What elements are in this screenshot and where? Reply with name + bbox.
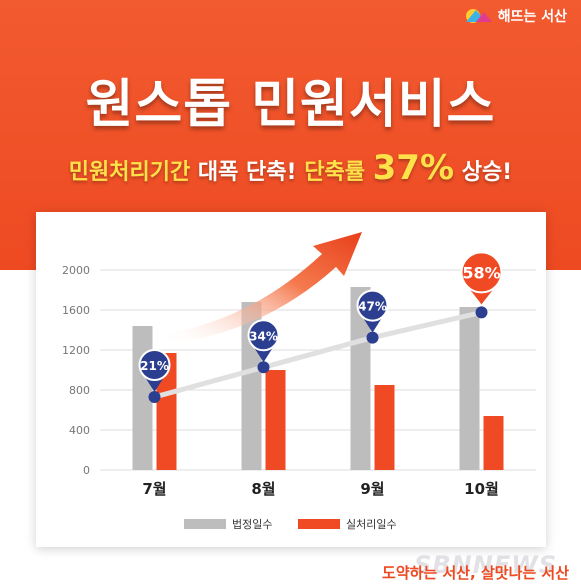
rate-pin xyxy=(247,319,280,352)
subtitle-rate: 37% xyxy=(372,148,455,188)
legend-label-actual: 실처리일수 xyxy=(346,517,397,531)
rate-label: 34% xyxy=(249,329,278,343)
subtitle-part4: 상승! xyxy=(461,160,513,185)
legend-swatch-actual xyxy=(298,519,340,529)
footer-slogan: 도약하는 서산, 살맛나는 서산 xyxy=(382,564,569,582)
logo-text: 해뜨는 서산 xyxy=(497,9,567,25)
rate-pin xyxy=(356,289,389,322)
city-logo: 해뜨는 서산 xyxy=(464,6,567,26)
legend-swatch-legal xyxy=(184,519,226,529)
bar-actual-days xyxy=(374,385,395,470)
subtitle-part3: 단축률 xyxy=(304,160,365,185)
bar-actual-days xyxy=(156,353,177,470)
rate-label: 21% xyxy=(140,359,169,373)
rate-line xyxy=(152,309,484,400)
chart-card: 0 400 800 1200 1600 2000 7월 8월 9월 10월 21% 34% 47% 58%… xyxy=(36,212,546,547)
rate-pin xyxy=(460,251,503,294)
rate-point xyxy=(366,331,379,344)
rate-point xyxy=(475,306,488,319)
rate-point xyxy=(257,361,270,374)
y-tick-label: 0 xyxy=(83,464,90,477)
page-title: 원스톱 민원서비스 xyxy=(85,75,496,135)
y-tick-label: 1600 xyxy=(62,304,90,317)
bar-actual-days xyxy=(265,370,286,470)
rate-label: 47% xyxy=(358,300,387,314)
x-tick-label: 9월 xyxy=(360,480,384,498)
page-subtitle: 민원처리기간 대폭 단축! 단축률 37% 상승! xyxy=(0,148,581,188)
subtitle-part2: 대폭 단축! xyxy=(197,160,297,185)
legend-label-legal: 법정일수 xyxy=(232,517,272,531)
rate-point xyxy=(148,391,161,403)
x-tick-label: 10월 xyxy=(464,480,499,498)
y-tick-label: 1200 xyxy=(62,344,90,357)
bar-legal-days xyxy=(350,287,371,470)
rate-label: 58% xyxy=(462,263,500,282)
bar-actual-days xyxy=(483,416,504,470)
y-tick-label: 400 xyxy=(69,424,90,437)
rate-pin xyxy=(138,349,171,381)
logo-icon xyxy=(465,9,492,23)
watermark: SBNNEWS xyxy=(414,551,557,579)
x-tick-label: 8월 xyxy=(251,480,275,498)
y-tick-label: 2000 xyxy=(62,264,90,277)
bar-legal-days xyxy=(459,307,480,470)
trend-arrow xyxy=(164,232,362,344)
x-tick-label: 7월 xyxy=(142,480,166,498)
y-tick-label: 800 xyxy=(69,384,90,397)
subtitle-part1: 민원처리기간 xyxy=(68,160,191,185)
bar-chart: 0 400 800 1200 1600 2000 7월 8월 9월 10월 21% 34% 47% 58%… xyxy=(62,232,536,531)
